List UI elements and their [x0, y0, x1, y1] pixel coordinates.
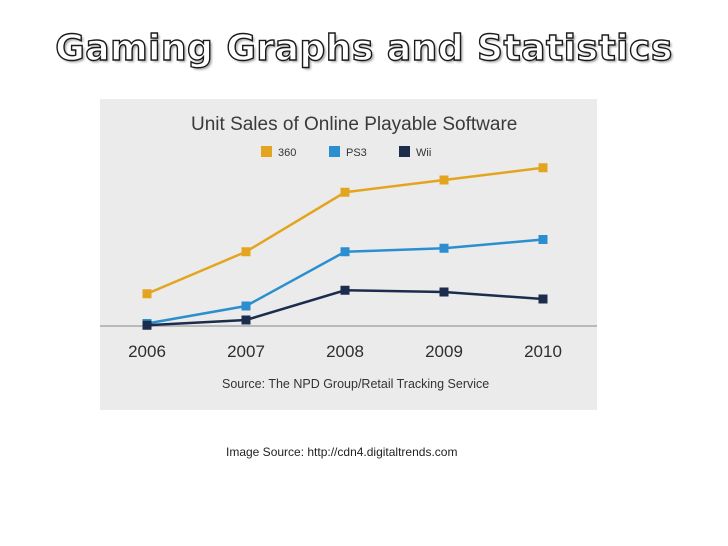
line-chart: Unit Sales of Online Playable Software 3… [100, 114, 597, 391]
data-point-360-2009 [439, 175, 449, 185]
series-layer [142, 163, 548, 330]
chart-title: Unit Sales of Online Playable Software [191, 114, 517, 135]
legend-item-wii: Wii [399, 146, 431, 159]
x-tick-label-2008: 2008 [326, 342, 364, 361]
series-line-wii [146, 288, 544, 327]
data-point-ps3-2008 [340, 247, 350, 257]
data-point-ps3-2009 [439, 243, 449, 253]
image-source-caption: Image Source: http://cdn4.digitaltrends.… [226, 445, 458, 459]
data-point-ps3-2007 [241, 301, 251, 311]
data-point-360-2007 [241, 247, 251, 257]
x-axis-tick-labels: 2006 2007 2008 2009 2010 [128, 342, 562, 361]
legend-swatch [261, 146, 272, 157]
data-point-wii-2007 [241, 315, 251, 325]
legend-swatch [399, 146, 410, 157]
data-point-360-2008 [340, 187, 350, 197]
legend-item-ps3: PS3 [329, 146, 367, 159]
chart-panel: Unit Sales of Online Playable Software 3… [100, 99, 597, 410]
series-line-360 [146, 166, 544, 295]
data-point-ps3-2010 [538, 235, 548, 244]
data-point-wii-2009 [439, 287, 449, 297]
legend-swatch [329, 146, 340, 157]
slide-title: Gaming Graphs and Statistics [55, 27, 673, 69]
legend-label: PS3 [346, 147, 367, 159]
x-tick-label-2010: 2010 [524, 342, 562, 361]
data-point-360-2006 [142, 289, 152, 299]
legend-label: Wii [416, 147, 431, 159]
legend-item-360: 360 [261, 146, 296, 159]
data-point-wii-2008 [340, 285, 350, 295]
x-tick-label-2009: 2009 [425, 342, 463, 361]
source-note: Source: The NPD Group/Retail Tracking Se… [222, 377, 489, 391]
legend: 360 PS3 Wii [261, 146, 431, 159]
legend-label: 360 [278, 147, 296, 159]
data-point-360-2010 [538, 163, 548, 173]
x-tick-label-2007: 2007 [227, 342, 265, 361]
data-point-wii-2006 [142, 320, 152, 330]
x-tick-label-2006: 2006 [128, 342, 166, 361]
data-point-wii-2010 [538, 294, 548, 304]
